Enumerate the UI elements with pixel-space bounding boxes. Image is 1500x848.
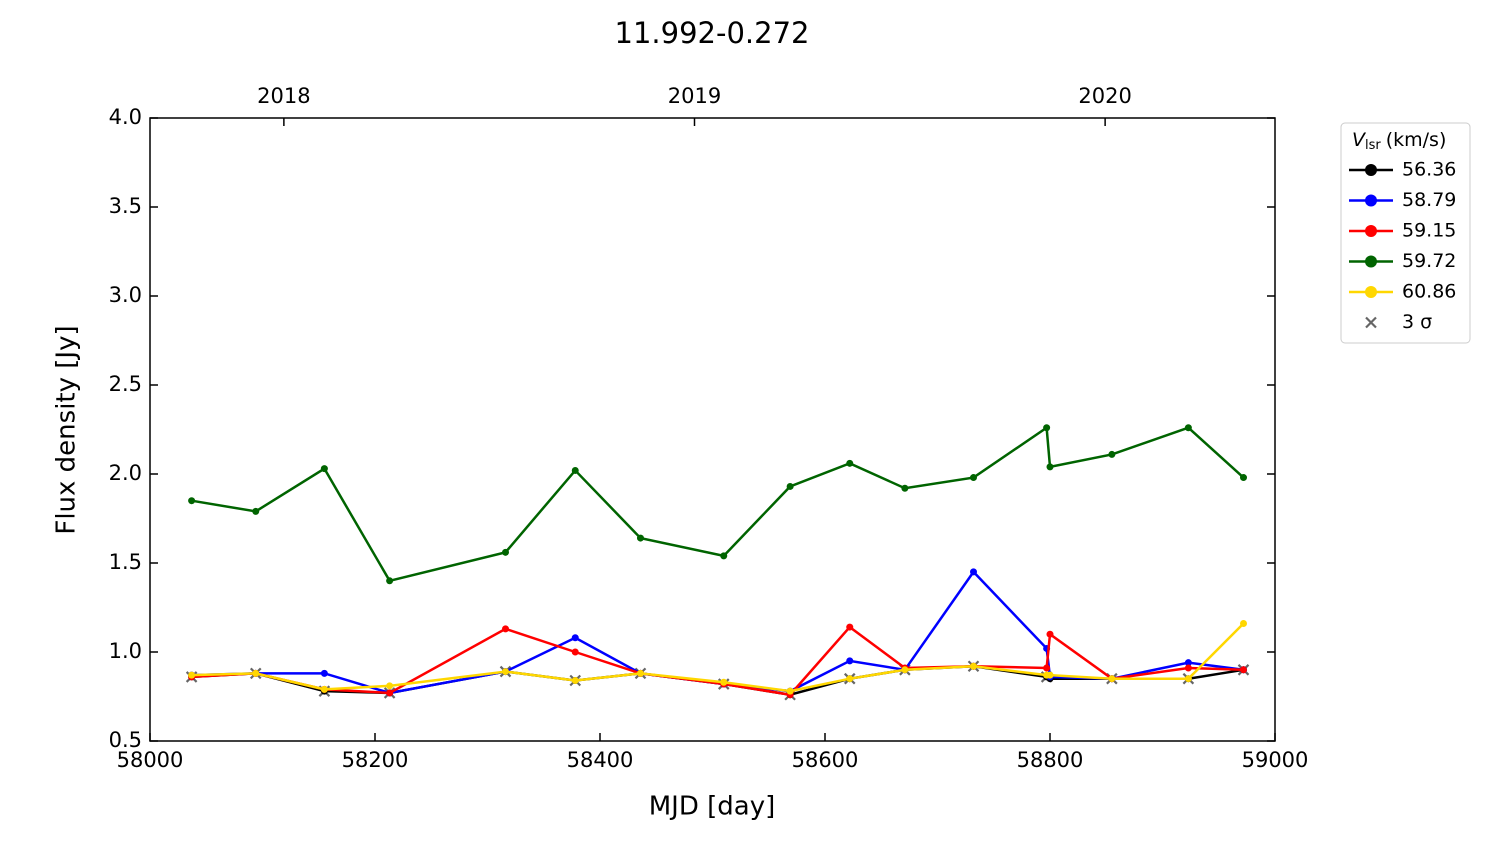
series-line <box>191 425 1245 583</box>
legend-label: 56.36 <box>1402 159 1456 181</box>
series-point <box>1184 659 1192 667</box>
plot-frame <box>149 117 1276 742</box>
series-point <box>637 534 644 542</box>
series-point <box>637 669 644 677</box>
y-tick-label: 4.0 <box>109 105 142 129</box>
series-point <box>786 482 794 490</box>
y-axis-label: Flux density [Jy] <box>52 325 82 534</box>
series-point <box>320 685 328 693</box>
series-point <box>386 682 394 690</box>
legend-dot <box>1365 225 1377 237</box>
series-point <box>1184 664 1192 672</box>
legend-label: 58.79 <box>1402 189 1456 211</box>
series-point <box>188 497 196 505</box>
x-tick-label: 58800 <box>1017 748 1084 772</box>
series-point <box>1046 463 1054 471</box>
series-point <box>846 675 854 683</box>
series-point <box>571 634 579 642</box>
x2-tick-label: 2019 <box>668 84 721 108</box>
legend-label: 59.15 <box>1402 220 1456 242</box>
legend-dot <box>1365 286 1377 298</box>
legend-title: Vlsr (km/s) <box>1352 129 1446 153</box>
legend-label: 60.86 <box>1402 281 1456 303</box>
series-point <box>901 666 909 674</box>
x-tick-label: 58600 <box>792 748 859 772</box>
y-tick-label: 3.5 <box>109 194 142 218</box>
series-point <box>1046 671 1054 679</box>
series-point <box>720 552 728 560</box>
x2-tick-label: 2020 <box>1078 84 1131 108</box>
series-point <box>252 669 260 677</box>
series-point <box>970 662 977 670</box>
series-point <box>846 623 854 631</box>
series-point <box>320 465 328 473</box>
series-point <box>571 466 579 474</box>
series-point <box>1184 675 1192 683</box>
series-point <box>1108 450 1116 458</box>
legend-title-symbol: V <box>1352 129 1367 151</box>
series-point <box>1043 664 1051 672</box>
series-point <box>502 625 509 633</box>
series-point <box>188 671 196 679</box>
series-point <box>386 689 394 697</box>
legend-dot <box>1365 194 1377 207</box>
series-point <box>901 484 909 492</box>
y-tick-label: 0.5 <box>109 728 142 752</box>
series-point <box>320 669 328 677</box>
chart-title: 11.992-0.272 <box>615 16 810 50</box>
y-tick-label: 2.5 <box>109 372 142 396</box>
legend-title-unit: (km/s) <box>1386 129 1447 151</box>
series-point <box>1043 424 1051 432</box>
series-point <box>846 657 854 665</box>
legend-dot <box>1365 164 1377 176</box>
series-point <box>571 648 579 656</box>
legend-title-subscript: lsr <box>1365 138 1381 153</box>
series-point <box>970 474 977 482</box>
y-tick-label: 1.5 <box>109 550 142 574</box>
legend-label: 59.72 <box>1402 250 1456 272</box>
legend-dot <box>1365 255 1377 268</box>
x-axis-label: MJD [day] <box>649 792 776 822</box>
series-point <box>970 568 977 576</box>
series-point <box>846 459 854 467</box>
series-point <box>502 668 509 676</box>
y-tick-label: 3.0 <box>109 283 142 307</box>
y-tick-label: 1.0 <box>109 639 142 663</box>
series-point <box>502 548 509 556</box>
series-point <box>252 507 260 515</box>
x-tick-label: 58000 <box>117 748 184 772</box>
legend-label: 3 σ <box>1402 311 1432 333</box>
legend-symbol <box>1365 316 1377 329</box>
series-point <box>571 676 579 684</box>
series-point <box>386 577 394 585</box>
x-tick-label: 59000 <box>1242 748 1309 772</box>
y-tick-label: 2.0 <box>109 461 142 485</box>
x2-tick-label: 2018 <box>257 84 310 108</box>
series-point <box>1240 620 1247 628</box>
series-point <box>1240 474 1247 482</box>
x-tick-label: 58400 <box>567 748 634 772</box>
series-point <box>1046 630 1054 638</box>
series-point <box>786 687 794 695</box>
series-point <box>1184 424 1192 432</box>
x-tick-label: 58200 <box>342 748 409 772</box>
series-point <box>720 678 728 686</box>
series-point <box>1240 666 1247 674</box>
series-line <box>191 625 1244 697</box>
series-line <box>191 569 1244 695</box>
series-point <box>1108 675 1116 683</box>
